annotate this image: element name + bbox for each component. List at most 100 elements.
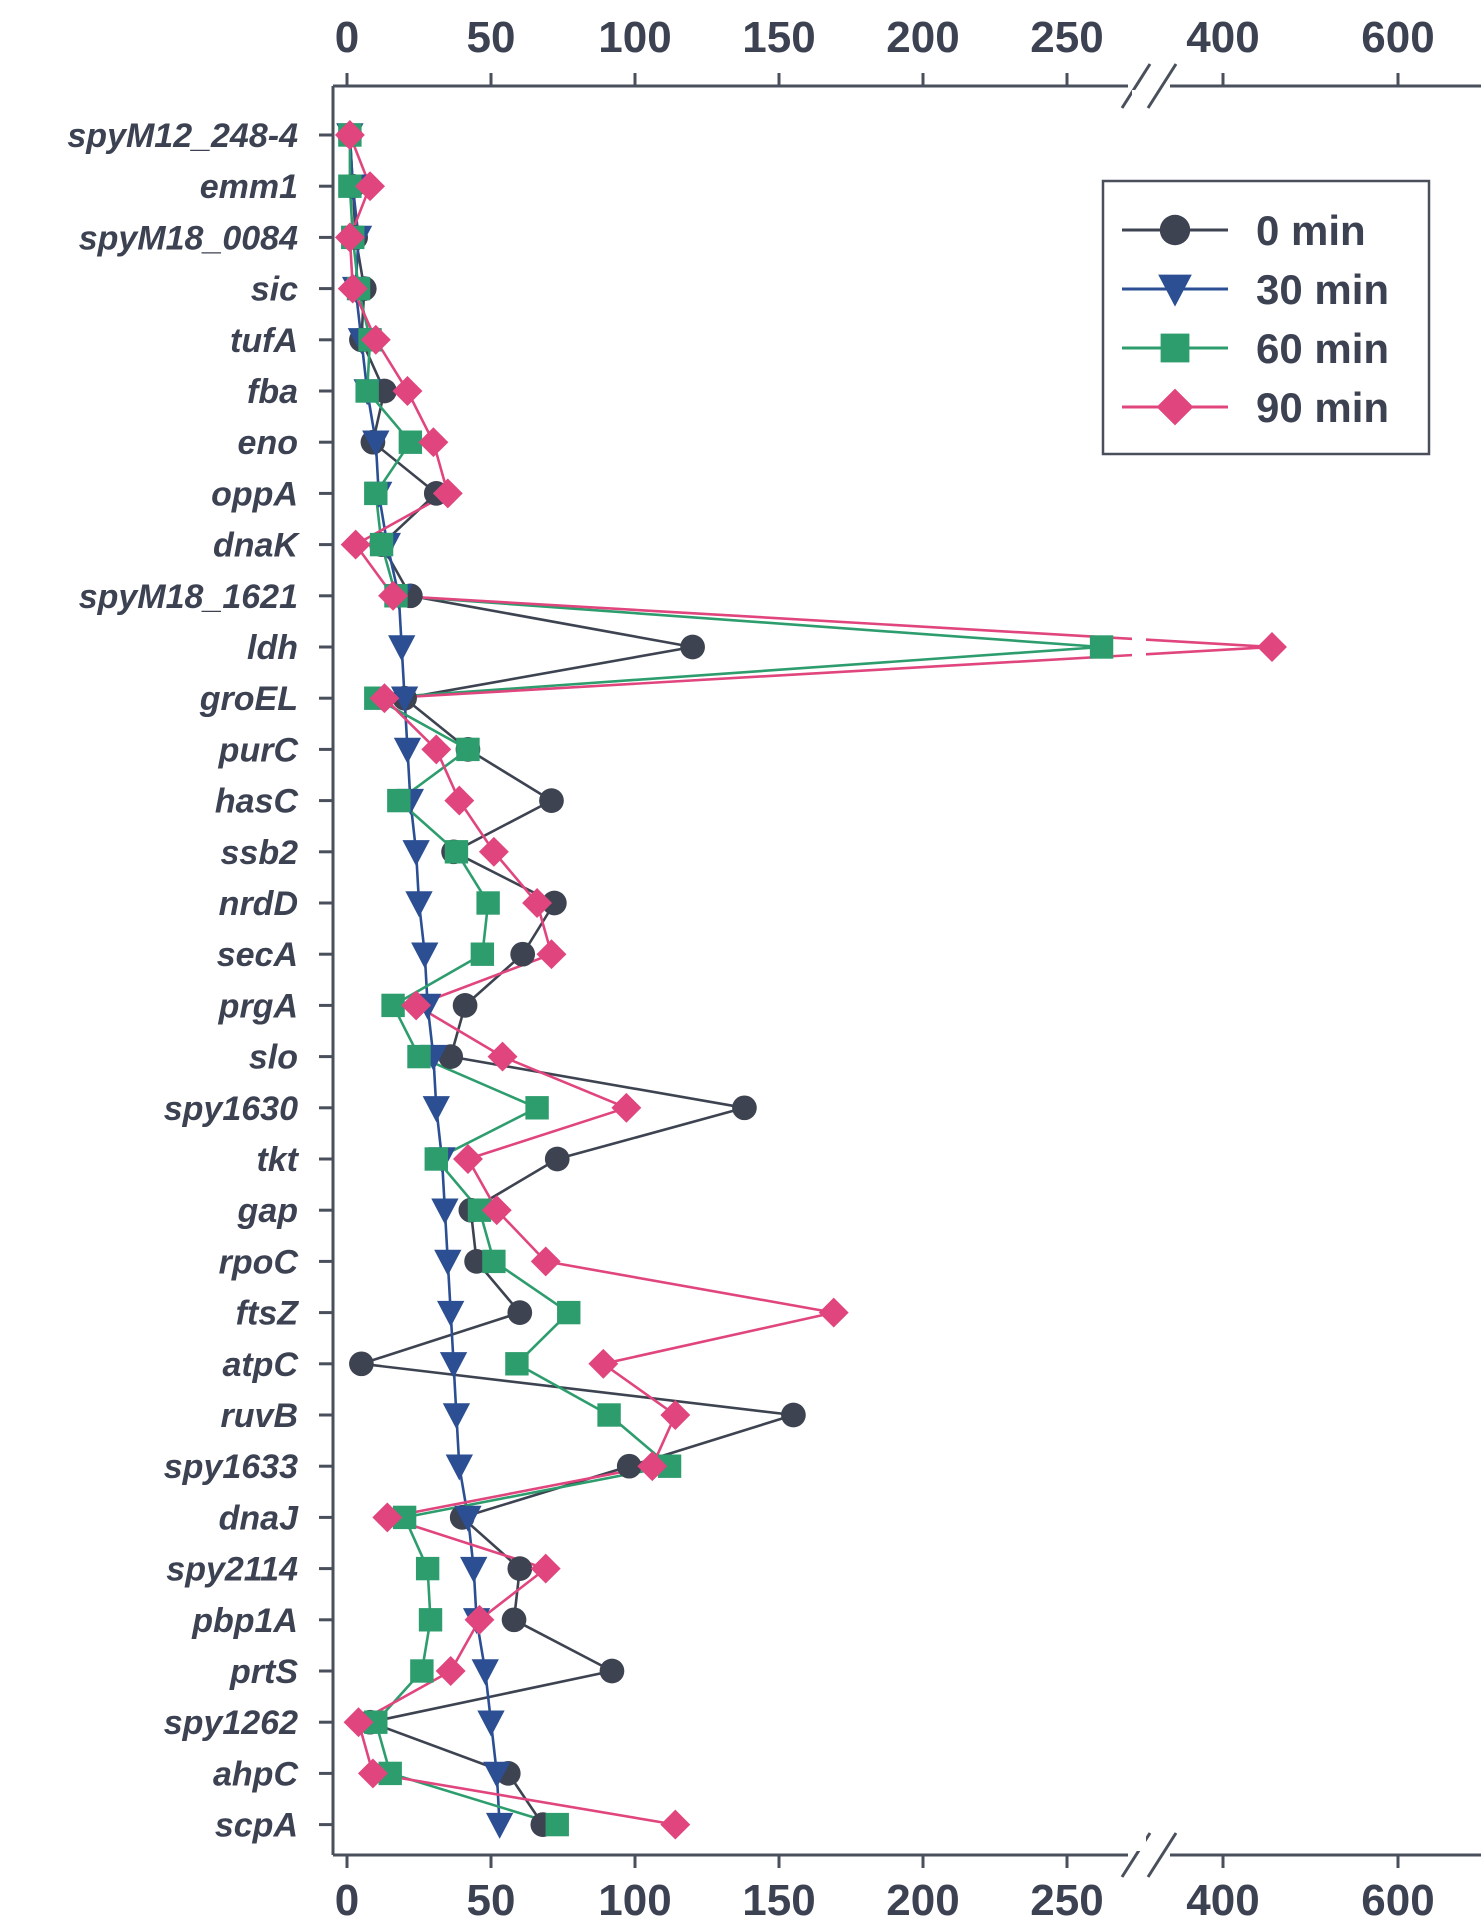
gene-label: spyM12_248-4 — [67, 117, 298, 155]
data-point-0-min — [501, 1607, 527, 1633]
data-point-90-min — [401, 990, 432, 1021]
data-point-60-min — [470, 942, 495, 966]
gene-label: spy2114 — [166, 1551, 298, 1589]
data-point-30-min — [411, 942, 439, 969]
data-point-60-min — [545, 1812, 569, 1837]
series-line-90-min — [348, 134, 1274, 1826]
gene-label: ahpC — [213, 1755, 298, 1793]
data-point-90-min — [378, 580, 409, 611]
series-line-30-min — [348, 134, 501, 1825]
data-point-60-min — [597, 1403, 621, 1427]
data-point-90-min — [818, 1297, 849, 1328]
data-point-30-min — [439, 1352, 468, 1379]
gene-label: rpoC — [219, 1243, 299, 1281]
data-point-60-min — [1089, 635, 1114, 659]
data-point-0-min — [781, 1402, 806, 1428]
data-point-90-min — [637, 1451, 668, 1482]
data-point-60-min — [444, 840, 469, 864]
data-point-30-min — [362, 430, 390, 457]
data-point-60-min — [467, 1198, 492, 1222]
data-point-30-min — [477, 1710, 505, 1737]
data-point-90-min — [588, 1348, 619, 1379]
data-point-60-min — [387, 788, 411, 813]
data-point-60-min — [424, 1147, 448, 1171]
gene-label: gap — [237, 1192, 298, 1230]
gene-label: ruvB — [221, 1397, 298, 1435]
data-point-0-min — [452, 993, 478, 1018]
data-point-0-min — [732, 1095, 757, 1121]
data-point-60-min — [338, 174, 362, 198]
data-point-90-min — [369, 683, 400, 714]
data-point-30-min — [454, 1505, 482, 1532]
data-point-90-min — [444, 785, 475, 816]
data-point-60-min — [364, 481, 388, 506]
data-point-60-min — [407, 1044, 431, 1069]
gene-label: eno — [238, 424, 298, 462]
top-axis-break-mark — [1120, 63, 1152, 109]
data-point-60-min — [392, 1505, 417, 1530]
data-point-60-min — [369, 532, 394, 557]
gene-label: oppA — [211, 475, 298, 513]
x-tick-label-top: 200 — [886, 13, 959, 62]
data-point-30-min — [483, 1761, 511, 1788]
legend-marker — [1159, 214, 1191, 246]
data-point-90-min — [418, 427, 449, 458]
data-point-60-min — [398, 430, 423, 454]
data-point-90-min — [360, 324, 391, 355]
gene-label: dnaJ — [219, 1499, 299, 1537]
data-point-60-min — [476, 891, 500, 915]
data-point-30-min — [442, 1403, 471, 1430]
gene-label: atpC — [222, 1346, 298, 1384]
legend-label: 30 min — [1256, 266, 1389, 313]
gene-label: scpA — [215, 1807, 298, 1845]
data-point-30-min — [388, 635, 416, 662]
x-tick-label-bottom: 50 — [467, 1876, 516, 1925]
data-point-0-min — [510, 941, 536, 967]
gene-label: prtS — [229, 1653, 298, 1691]
legend-marker — [1160, 333, 1190, 363]
data-point-30-min — [437, 1300, 465, 1327]
gene-label: spy1262 — [164, 1704, 298, 1742]
gene-label: slo — [249, 1039, 298, 1077]
data-point-30-min — [422, 1096, 450, 1123]
data-point-60-min — [505, 1352, 529, 1376]
data-point-30-min — [485, 1812, 514, 1839]
data-point-60-min — [525, 1096, 549, 1120]
data-point-0-min — [349, 1351, 374, 1377]
data-point-30-min — [431, 1198, 459, 1225]
data-point-0-min — [539, 788, 564, 813]
data-point-90-min — [432, 478, 463, 509]
data-point-0-min — [542, 890, 567, 916]
data-point-90-min — [481, 1195, 512, 1226]
x-tick-label-top: 150 — [742, 13, 815, 62]
data-point-90-min — [478, 836, 509, 867]
gene-label: emm1 — [200, 168, 298, 206]
data-point-90-min — [536, 939, 567, 970]
gene-label: spy1633 — [164, 1448, 298, 1486]
data-point-30-min — [405, 891, 433, 918]
x-tick-label-bottom: 400 — [1186, 1876, 1259, 1925]
data-point-90-min — [372, 1502, 403, 1533]
gene-label: fba — [247, 373, 298, 411]
data-point-90-min — [392, 376, 423, 406]
top-axis-break-mark — [1146, 63, 1178, 109]
data-point-0-min — [438, 1044, 464, 1069]
data-point-60-min — [557, 1300, 581, 1325]
data-point-90-min — [343, 1707, 374, 1738]
gene-label: sic — [251, 271, 298, 309]
legend-label: 0 min — [1256, 207, 1366, 254]
x-axis-top: 0 50 100 150 200 250 400 600 — [335, 13, 1435, 86]
gene-label: spyM18_1621 — [79, 578, 298, 616]
gene-label: spy1630 — [164, 1090, 298, 1128]
data-point-60-min — [355, 379, 379, 403]
gene-label: ldh — [247, 629, 298, 667]
data-point-90-min — [464, 1604, 495, 1635]
data-point-90-min — [453, 1144, 483, 1174]
bottom-axis-break-mark — [1146, 1832, 1178, 1878]
x-tick-label-top: 50 — [467, 13, 516, 62]
data-point-30-min — [460, 1556, 488, 1583]
data-point-0-min — [507, 1300, 533, 1325]
data-point-30-min — [445, 1454, 473, 1481]
legend-marker — [1156, 388, 1194, 426]
